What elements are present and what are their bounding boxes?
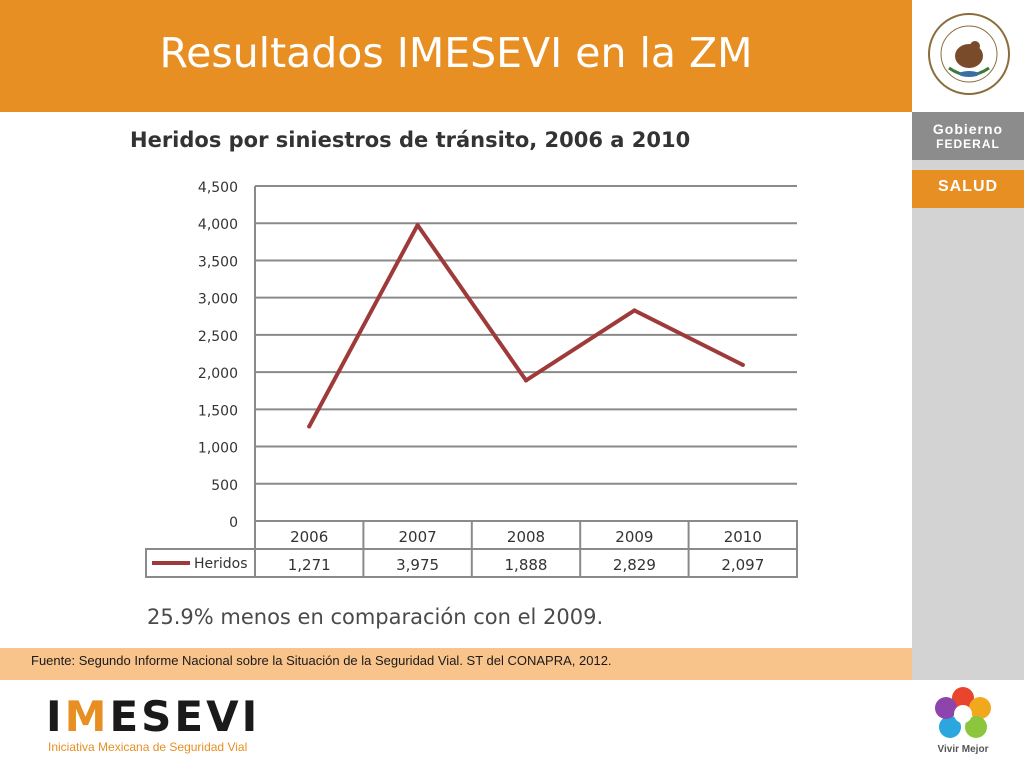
data-table: 2006 1,271 2007 3,975 2008 1,888 2009 2,829 2010… — [145, 186, 798, 578]
grid-lines — [255, 185, 797, 485]
series-heridos — [307, 223, 745, 429]
x-category-label: 2008 — [507, 528, 545, 546]
imesevi-logo: IMESEVI — [46, 692, 261, 741]
y-tick-label: 4,000 — [198, 217, 238, 233]
chart-title: Heridos por siniestros de tránsito, 2006… — [130, 128, 690, 152]
data-value-label: 2,097 — [721, 556, 764, 574]
y-tick-label: 3,500 — [198, 254, 238, 270]
y-tick-label: 4,500 — [198, 180, 238, 196]
source-band — [0, 648, 912, 680]
data-point — [415, 223, 420, 228]
vivir-mejor-flower-icon — [935, 687, 991, 738]
y-tick-label: 0 — [229, 515, 238, 531]
page-title: Resultados IMESEVI en la ZM — [159, 29, 753, 77]
series-line-heridos — [307, 223, 745, 429]
header-band — [0, 0, 912, 112]
y-tick-label: 2,000 — [198, 366, 238, 382]
source-text: Fuente: Segundo Informe Nacional sobre l… — [31, 653, 612, 668]
salud-label: SALUD — [937, 178, 999, 195]
y-tick-label: 1,500 — [198, 403, 238, 419]
data-point — [632, 308, 637, 313]
y-tick-label: 1,000 — [198, 441, 238, 457]
imesevi-subtitle: Iniciativa Mexicana de Seguridad Vial — [48, 740, 248, 754]
x-category-label: 2007 — [399, 528, 437, 546]
vivir-mejor-label: Vivir Mejor — [937, 744, 989, 755]
gobierno-federal-box — [912, 112, 1024, 160]
eagle-seal-icon — [928, 13, 1010, 95]
x-category-label: 2010 — [724, 528, 762, 546]
data-value-label: 3,975 — [396, 556, 439, 574]
y-tick-label: 3,000 — [198, 292, 238, 308]
line-chart: Heridos por siniestros de tránsito, 2006… — [130, 128, 798, 578]
data-point — [524, 378, 528, 383]
data-point — [307, 424, 312, 429]
salud-box — [912, 170, 1024, 208]
y-tick-labels: 0 500 1,000 1,500 2,000 2,500 3,000 3,500 4,000 4… — [198, 180, 238, 531]
comparison-note: 25.9% menos en comparación con el 2009. — [147, 605, 604, 629]
data-point — [740, 362, 745, 367]
data-value-label: 2,829 — [613, 556, 656, 574]
x-category-label: 2006 — [290, 528, 328, 546]
legend-label: Heridos — [194, 556, 248, 572]
gobierno-label: Gobierno — [932, 121, 1004, 137]
x-category-label: 2009 — [615, 528, 653, 546]
data-value-label: 1,888 — [505, 556, 548, 574]
federal-label: FEDERAL — [936, 137, 1000, 151]
y-tick-label: 2,500 — [198, 329, 238, 345]
y-tick-label: 500 — [211, 478, 238, 494]
data-value-label: 1,271 — [288, 556, 331, 574]
